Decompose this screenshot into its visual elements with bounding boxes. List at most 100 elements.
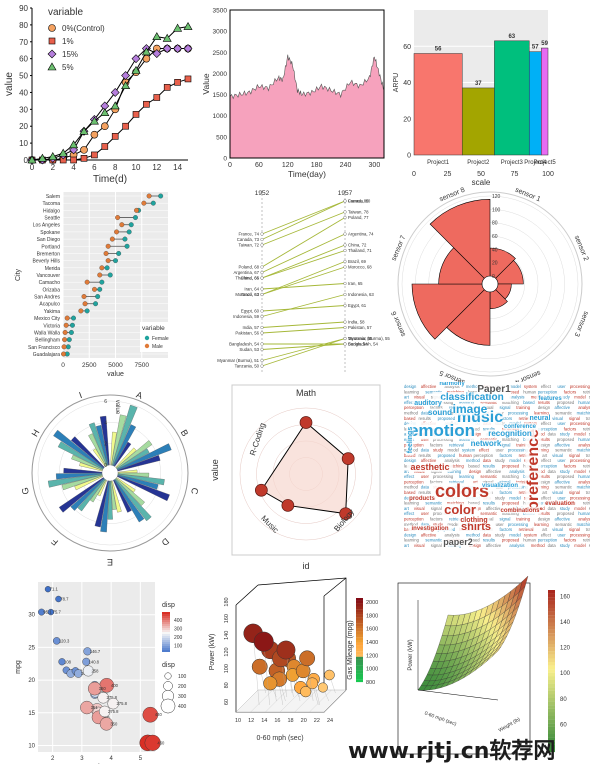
slope-line bbox=[261, 261, 346, 295]
r-tick-label: 80 bbox=[492, 221, 498, 227]
data-point bbox=[183, 44, 193, 53]
small-word: analysis bbox=[578, 405, 593, 410]
small-word: human bbox=[459, 453, 472, 458]
polar-bar bbox=[53, 429, 105, 469]
small-word: learning bbox=[404, 538, 420, 543]
small-word: retrieval bbox=[583, 389, 594, 394]
colorbar-segment bbox=[356, 623, 363, 627]
city-label: Orizaba bbox=[42, 287, 60, 293]
x-tick-label: 60 bbox=[255, 162, 263, 169]
small-word: signal bbox=[500, 442, 511, 447]
small-word: method bbox=[531, 543, 546, 548]
word-backing bbox=[470, 439, 502, 448]
small-word: matching bbox=[577, 448, 594, 453]
bubble-label: 75.7 bbox=[53, 610, 62, 615]
colorbar-segment bbox=[548, 593, 555, 598]
colorbar-segment bbox=[356, 670, 363, 674]
small-word: design bbox=[469, 469, 482, 474]
colorbar-segment bbox=[548, 712, 555, 717]
colorbar-segment bbox=[356, 617, 363, 621]
series-line bbox=[32, 47, 188, 161]
female-point bbox=[93, 301, 98, 307]
polar-bar bbox=[116, 448, 150, 470]
y-tick-label: 40 bbox=[403, 80, 411, 87]
y-tick-label: 10 bbox=[19, 139, 28, 148]
small-word: effect bbox=[479, 448, 490, 453]
city-label: Camacho bbox=[39, 280, 61, 286]
y-tick-label: 1000 bbox=[213, 113, 228, 120]
polar-bar bbox=[489, 247, 516, 279]
cloud-word: visualization bbox=[482, 483, 518, 489]
size-legend-label: 300 bbox=[178, 694, 187, 700]
small-word: processing bbox=[570, 421, 591, 426]
small-word: analysis bbox=[445, 532, 460, 537]
small-word: design bbox=[538, 405, 551, 410]
small-word: study bbox=[560, 506, 571, 511]
word-backing bbox=[543, 500, 577, 507]
colorbar-tick: 1000 bbox=[366, 667, 378, 673]
bubble-label: 120.3 bbox=[59, 638, 70, 643]
polar-bar bbox=[113, 479, 145, 523]
small-word: factors bbox=[500, 416, 513, 421]
polar-bar bbox=[70, 478, 105, 511]
bubble bbox=[74, 669, 83, 678]
small-word: retrieval bbox=[449, 479, 464, 484]
female-point bbox=[65, 344, 71, 350]
chart-growth-lines: 0 10 20 30 40 50 60 70 80 90 0 2 4 6 8 10 12 14 Time(d) val… bbox=[4, 4, 193, 185]
floor-grid bbox=[309, 689, 332, 713]
small-word: visual bbox=[414, 506, 425, 511]
small-word: study bbox=[495, 495, 506, 500]
y-tick-label: 3000 bbox=[213, 29, 228, 36]
colorbar-segment bbox=[548, 611, 555, 616]
small-word: learning bbox=[534, 485, 550, 490]
small-word: data bbox=[421, 522, 430, 527]
right-label: Iran, 65 bbox=[348, 281, 363, 286]
city-label: San Diego bbox=[37, 237, 61, 243]
small-word: model bbox=[509, 495, 520, 500]
left-label: Thailand, 66 bbox=[235, 276, 259, 281]
y-tick-label: 90 bbox=[19, 4, 28, 13]
colorbar-segment bbox=[548, 687, 555, 691]
colorbar-segment bbox=[548, 701, 555, 706]
right-label: Pakistan, 57 bbox=[348, 325, 372, 330]
bubble bbox=[87, 681, 102, 696]
male-point bbox=[99, 265, 105, 271]
city-label: Tacoma bbox=[42, 201, 60, 207]
x-tick-label: 5 bbox=[139, 756, 143, 762]
data-point bbox=[90, 130, 99, 139]
female-point bbox=[113, 258, 118, 264]
box-edge bbox=[323, 577, 347, 597]
right-point bbox=[343, 281, 347, 286]
small-word: matching bbox=[577, 411, 594, 416]
small-word: factors bbox=[500, 453, 513, 458]
bubble-label: 350 bbox=[110, 721, 118, 726]
small-word: learning bbox=[534, 522, 550, 527]
legend-label: 15% bbox=[62, 50, 78, 59]
slope-line bbox=[261, 233, 346, 273]
y-tick-label: 30 bbox=[19, 105, 28, 114]
x-tick-label: 180 bbox=[311, 162, 323, 169]
right-label: Tanzania, 55 bbox=[348, 336, 373, 341]
male-point bbox=[119, 222, 125, 228]
colorbar-segment bbox=[162, 624, 170, 626]
female-point bbox=[84, 308, 90, 314]
male-point bbox=[141, 200, 147, 206]
colorbar-segment bbox=[356, 626, 363, 629]
colorbar-segment bbox=[548, 705, 555, 709]
word-backing bbox=[485, 429, 535, 438]
x-tick-label: 0 bbox=[61, 362, 65, 369]
small-word: perception bbox=[474, 453, 494, 458]
small-word: processing bbox=[570, 532, 591, 537]
y-tick-label: 1500 bbox=[213, 92, 228, 99]
word-backing bbox=[458, 516, 490, 524]
colorbar-segment bbox=[356, 662, 363, 666]
bubble bbox=[98, 705, 111, 718]
small-word: art bbox=[542, 527, 548, 532]
bar-value-label: 37 bbox=[475, 81, 482, 87]
y-axis-label: Power (kW) bbox=[209, 634, 216, 671]
colorbar-segment bbox=[548, 730, 555, 735]
bubble-label: 360 bbox=[99, 686, 107, 691]
r-tick-label: 4 bbox=[104, 420, 107, 426]
colorbar-segment bbox=[548, 672, 555, 677]
